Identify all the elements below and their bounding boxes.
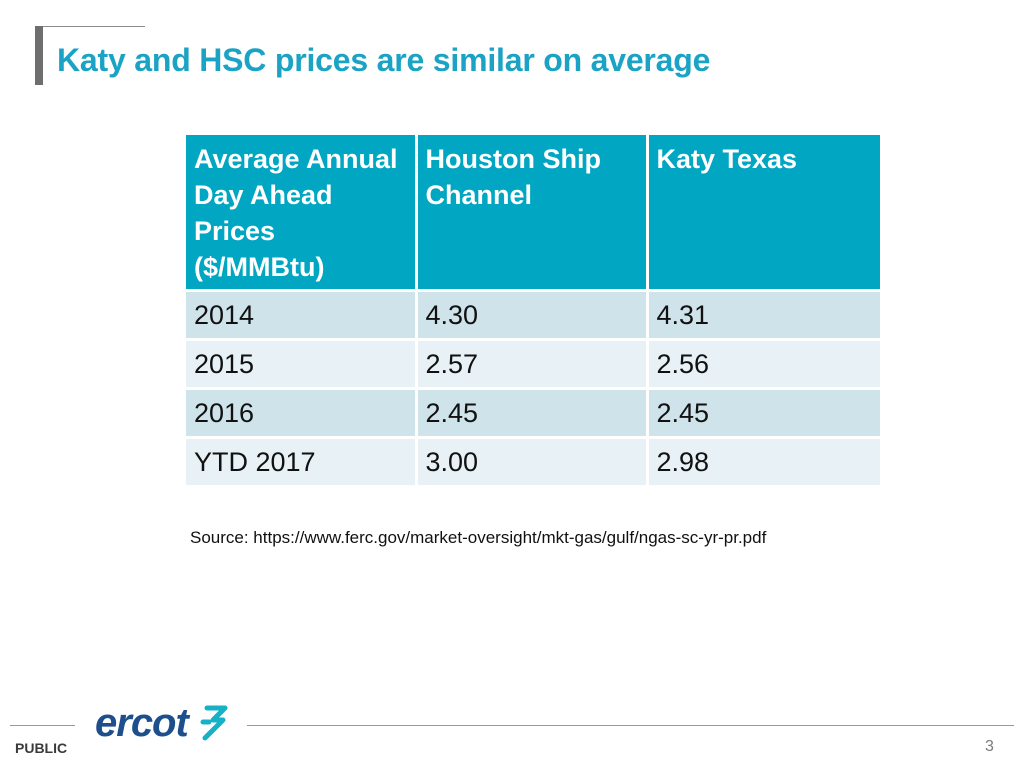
houston-price: 2.57 [416,339,649,390]
houston-price: 4.30 [416,290,649,341]
column-header-katy-texas: Katy Texas [647,135,880,292]
column-header-houston-ship-channel: Houston Ship Channel [416,135,649,292]
table-row: 2016 2.45 2.45 [186,388,880,439]
title-accent-bar [35,26,43,85]
table-header-row: Average Annual Day Ahead Prices ($/MMBtu… [186,135,880,292]
ercot-logo-wordmark: ercot [95,701,190,745]
houston-price: 2.45 [416,388,649,439]
ercot-logo: ercot [95,701,228,745]
table-row: YTD 2017 3.00 2.98 [186,437,880,488]
column-header-prices: Average Annual Day Ahead Prices ($/MMBtu… [186,135,418,292]
row-year: 2015 [186,339,418,390]
row-year: YTD 2017 [186,437,418,488]
katy-price: 2.56 [647,339,880,390]
price-table: Average Annual Day Ahead Prices ($/MMBtu… [186,135,880,488]
row-year: 2016 [186,388,418,439]
source-note: Source: https://www.ferc.gov/market-over… [190,528,767,547]
classification-label: PUBLIC [15,740,68,756]
katy-price: 2.45 [647,388,880,439]
page-title: Katy and HSC prices are similar on avera… [57,42,711,78]
table-row: 2014 4.30 4.31 [186,290,880,341]
houston-price: 3.00 [416,437,649,488]
lightning-bolt-icon [200,705,228,741]
row-year: 2014 [186,290,418,341]
katy-price: 2.98 [647,437,880,488]
footer-divider-left [10,725,75,726]
footer-divider-right [247,725,1014,726]
title-top-rule [35,26,145,27]
table-row: 2015 2.57 2.56 [186,339,880,390]
page-number: 3 [985,738,994,755]
katy-price: 4.31 [647,290,880,341]
